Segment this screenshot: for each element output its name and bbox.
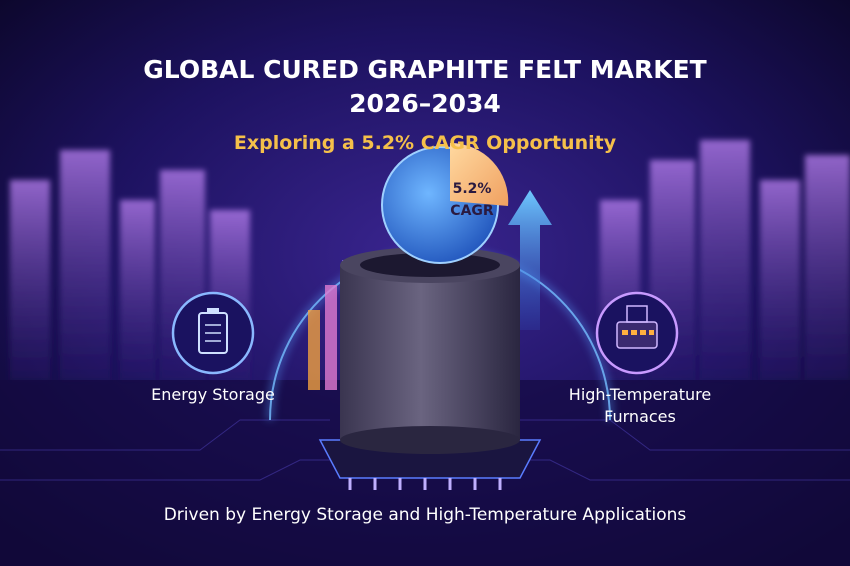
pie-badge: 5.2% CAGR bbox=[381, 142, 509, 264]
furnace-icon bbox=[595, 291, 679, 375]
subtitle: Exploring a 5.2% CAGR Opportunity bbox=[234, 132, 617, 154]
badge-label: CAGR bbox=[450, 203, 494, 219]
badge-value: 5.2% bbox=[453, 181, 492, 197]
feature-label: Energy Storage bbox=[151, 385, 275, 404]
feature-label: Furnaces bbox=[604, 407, 676, 426]
energy-icon bbox=[171, 291, 255, 375]
footer-caption: Driven by Energy Storage and High-Temper… bbox=[164, 505, 687, 525]
title-years: 2026–2034 bbox=[349, 89, 501, 118]
title-line: GLOBAL CURED GRAPHITE FELT MARKET bbox=[143, 55, 706, 84]
feature-label: High-Temperature bbox=[569, 385, 711, 404]
circuit-lines bbox=[0, 419, 850, 481]
felt-roll bbox=[340, 247, 520, 454]
